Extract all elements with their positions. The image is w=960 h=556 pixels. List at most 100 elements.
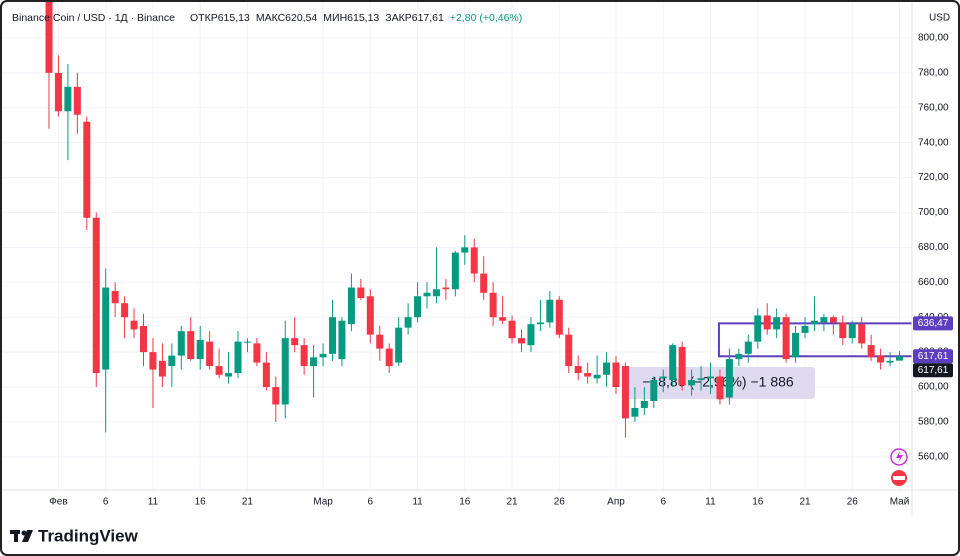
candle-body bbox=[593, 374, 601, 379]
candle-body bbox=[338, 320, 346, 360]
candle-body bbox=[385, 348, 393, 367]
candle-body bbox=[773, 317, 781, 330]
candle-body bbox=[130, 320, 138, 330]
candle-body bbox=[810, 320, 818, 325]
candle-body bbox=[196, 339, 204, 360]
candle-body bbox=[621, 366, 629, 419]
candle-body bbox=[243, 341, 251, 343]
candle-body bbox=[357, 287, 365, 298]
axes: 560,00580,00600,00620,00640,00660,00680,… bbox=[49, 33, 953, 508]
candle-body bbox=[442, 287, 450, 290]
candle-body bbox=[404, 317, 412, 328]
y-tick-label: 560,00 bbox=[918, 451, 949, 462]
candle-body bbox=[669, 345, 677, 381]
y-tick-label: 660,00 bbox=[918, 277, 949, 288]
x-tick-label: 21 bbox=[506, 497, 518, 508]
side-icons bbox=[890, 448, 908, 486]
candle-body bbox=[319, 353, 327, 358]
candle-body bbox=[234, 341, 242, 374]
candle-body bbox=[366, 296, 374, 335]
candle-body bbox=[848, 324, 856, 339]
candle-body bbox=[300, 345, 308, 367]
candle-body bbox=[347, 287, 355, 325]
candle-body bbox=[877, 355, 885, 363]
candle-body bbox=[697, 378, 705, 381]
logo-icon bbox=[22, 530, 33, 542]
candle-body bbox=[73, 86, 81, 115]
candle-body bbox=[518, 338, 525, 344]
candle-body bbox=[546, 299, 554, 323]
candle-body bbox=[716, 376, 724, 400]
candle-body bbox=[631, 407, 639, 417]
candle-body bbox=[395, 327, 403, 363]
candle-body bbox=[470, 247, 478, 274]
candle-body bbox=[659, 376, 667, 379]
candle-body bbox=[177, 331, 185, 356]
icon-flag bbox=[893, 476, 905, 480]
candle-body bbox=[489, 292, 497, 318]
logo: TradingView bbox=[10, 526, 139, 545]
candle-body bbox=[688, 380, 696, 386]
candle-body bbox=[886, 360, 894, 363]
ohlc-text: МАКС620,54 bbox=[256, 12, 318, 24]
candle-body bbox=[262, 362, 270, 388]
grid bbox=[2, 2, 912, 490]
candle-body bbox=[763, 315, 771, 330]
ohlc-text: +2,80 (+0,46%) bbox=[450, 12, 522, 24]
candle-body bbox=[640, 400, 648, 408]
candle-body bbox=[536, 322, 544, 325]
candle-body bbox=[612, 362, 620, 388]
candle-body bbox=[376, 334, 384, 349]
price-label-bg bbox=[913, 363, 953, 378]
x-tick-label: 11 bbox=[148, 497, 159, 508]
x-tick-label: Фев bbox=[49, 497, 67, 508]
x-tick-label: 11 bbox=[412, 497, 423, 508]
x-tick-label: 16 bbox=[752, 497, 764, 508]
candle-body bbox=[782, 317, 790, 360]
candle-body bbox=[291, 338, 299, 346]
price-label: 617,61 bbox=[918, 351, 949, 362]
candle-body bbox=[461, 247, 469, 253]
candle-body bbox=[149, 352, 157, 370]
brand: TradingView bbox=[38, 526, 139, 545]
candle-body bbox=[508, 320, 516, 339]
candle-body bbox=[678, 346, 686, 386]
candle-body bbox=[329, 317, 336, 354]
x-tick-label: 21 bbox=[242, 497, 254, 508]
x-tick-label: 16 bbox=[195, 497, 207, 508]
candle-body bbox=[168, 355, 176, 367]
candle-body bbox=[158, 360, 166, 377]
candle-body bbox=[83, 121, 91, 218]
plot: −18,86 (−2,96%) −1 886 bbox=[45, 2, 912, 438]
logo-icon bbox=[14, 530, 18, 542]
price-label-bg bbox=[913, 316, 953, 331]
ohlc-text: ЗАКР617,61 bbox=[385, 12, 444, 24]
candle-body bbox=[310, 357, 318, 367]
candle-body bbox=[111, 291, 119, 304]
y-tick-label: 720,00 bbox=[918, 172, 949, 183]
y-tick-label: 680,00 bbox=[918, 242, 949, 253]
price-label: 636,47 bbox=[918, 318, 949, 329]
x-tick-label: 21 bbox=[799, 497, 811, 508]
candle-body bbox=[272, 387, 280, 405]
candle-body bbox=[45, 2, 53, 73]
candle-body bbox=[829, 317, 837, 323]
y-tick-label: 600,00 bbox=[918, 382, 949, 393]
x-tick-label: 26 bbox=[847, 497, 859, 508]
candle-body bbox=[725, 359, 733, 398]
y-tick-label: 780,00 bbox=[918, 67, 949, 78]
x-tick-label: Мар bbox=[313, 497, 333, 508]
candle-body bbox=[414, 296, 422, 318]
candle-body bbox=[480, 273, 488, 293]
candle-body bbox=[603, 362, 611, 375]
x-tick-label: 26 bbox=[554, 497, 566, 508]
ohlc-text: МИН615,13 bbox=[323, 12, 379, 24]
x-tick-label: Апр bbox=[607, 497, 625, 508]
x-tick-label: 6 bbox=[660, 497, 666, 508]
candle-body bbox=[451, 252, 459, 290]
candle-body bbox=[565, 334, 573, 367]
x-tick-label: Май bbox=[890, 497, 910, 508]
candle-body bbox=[225, 373, 233, 377]
